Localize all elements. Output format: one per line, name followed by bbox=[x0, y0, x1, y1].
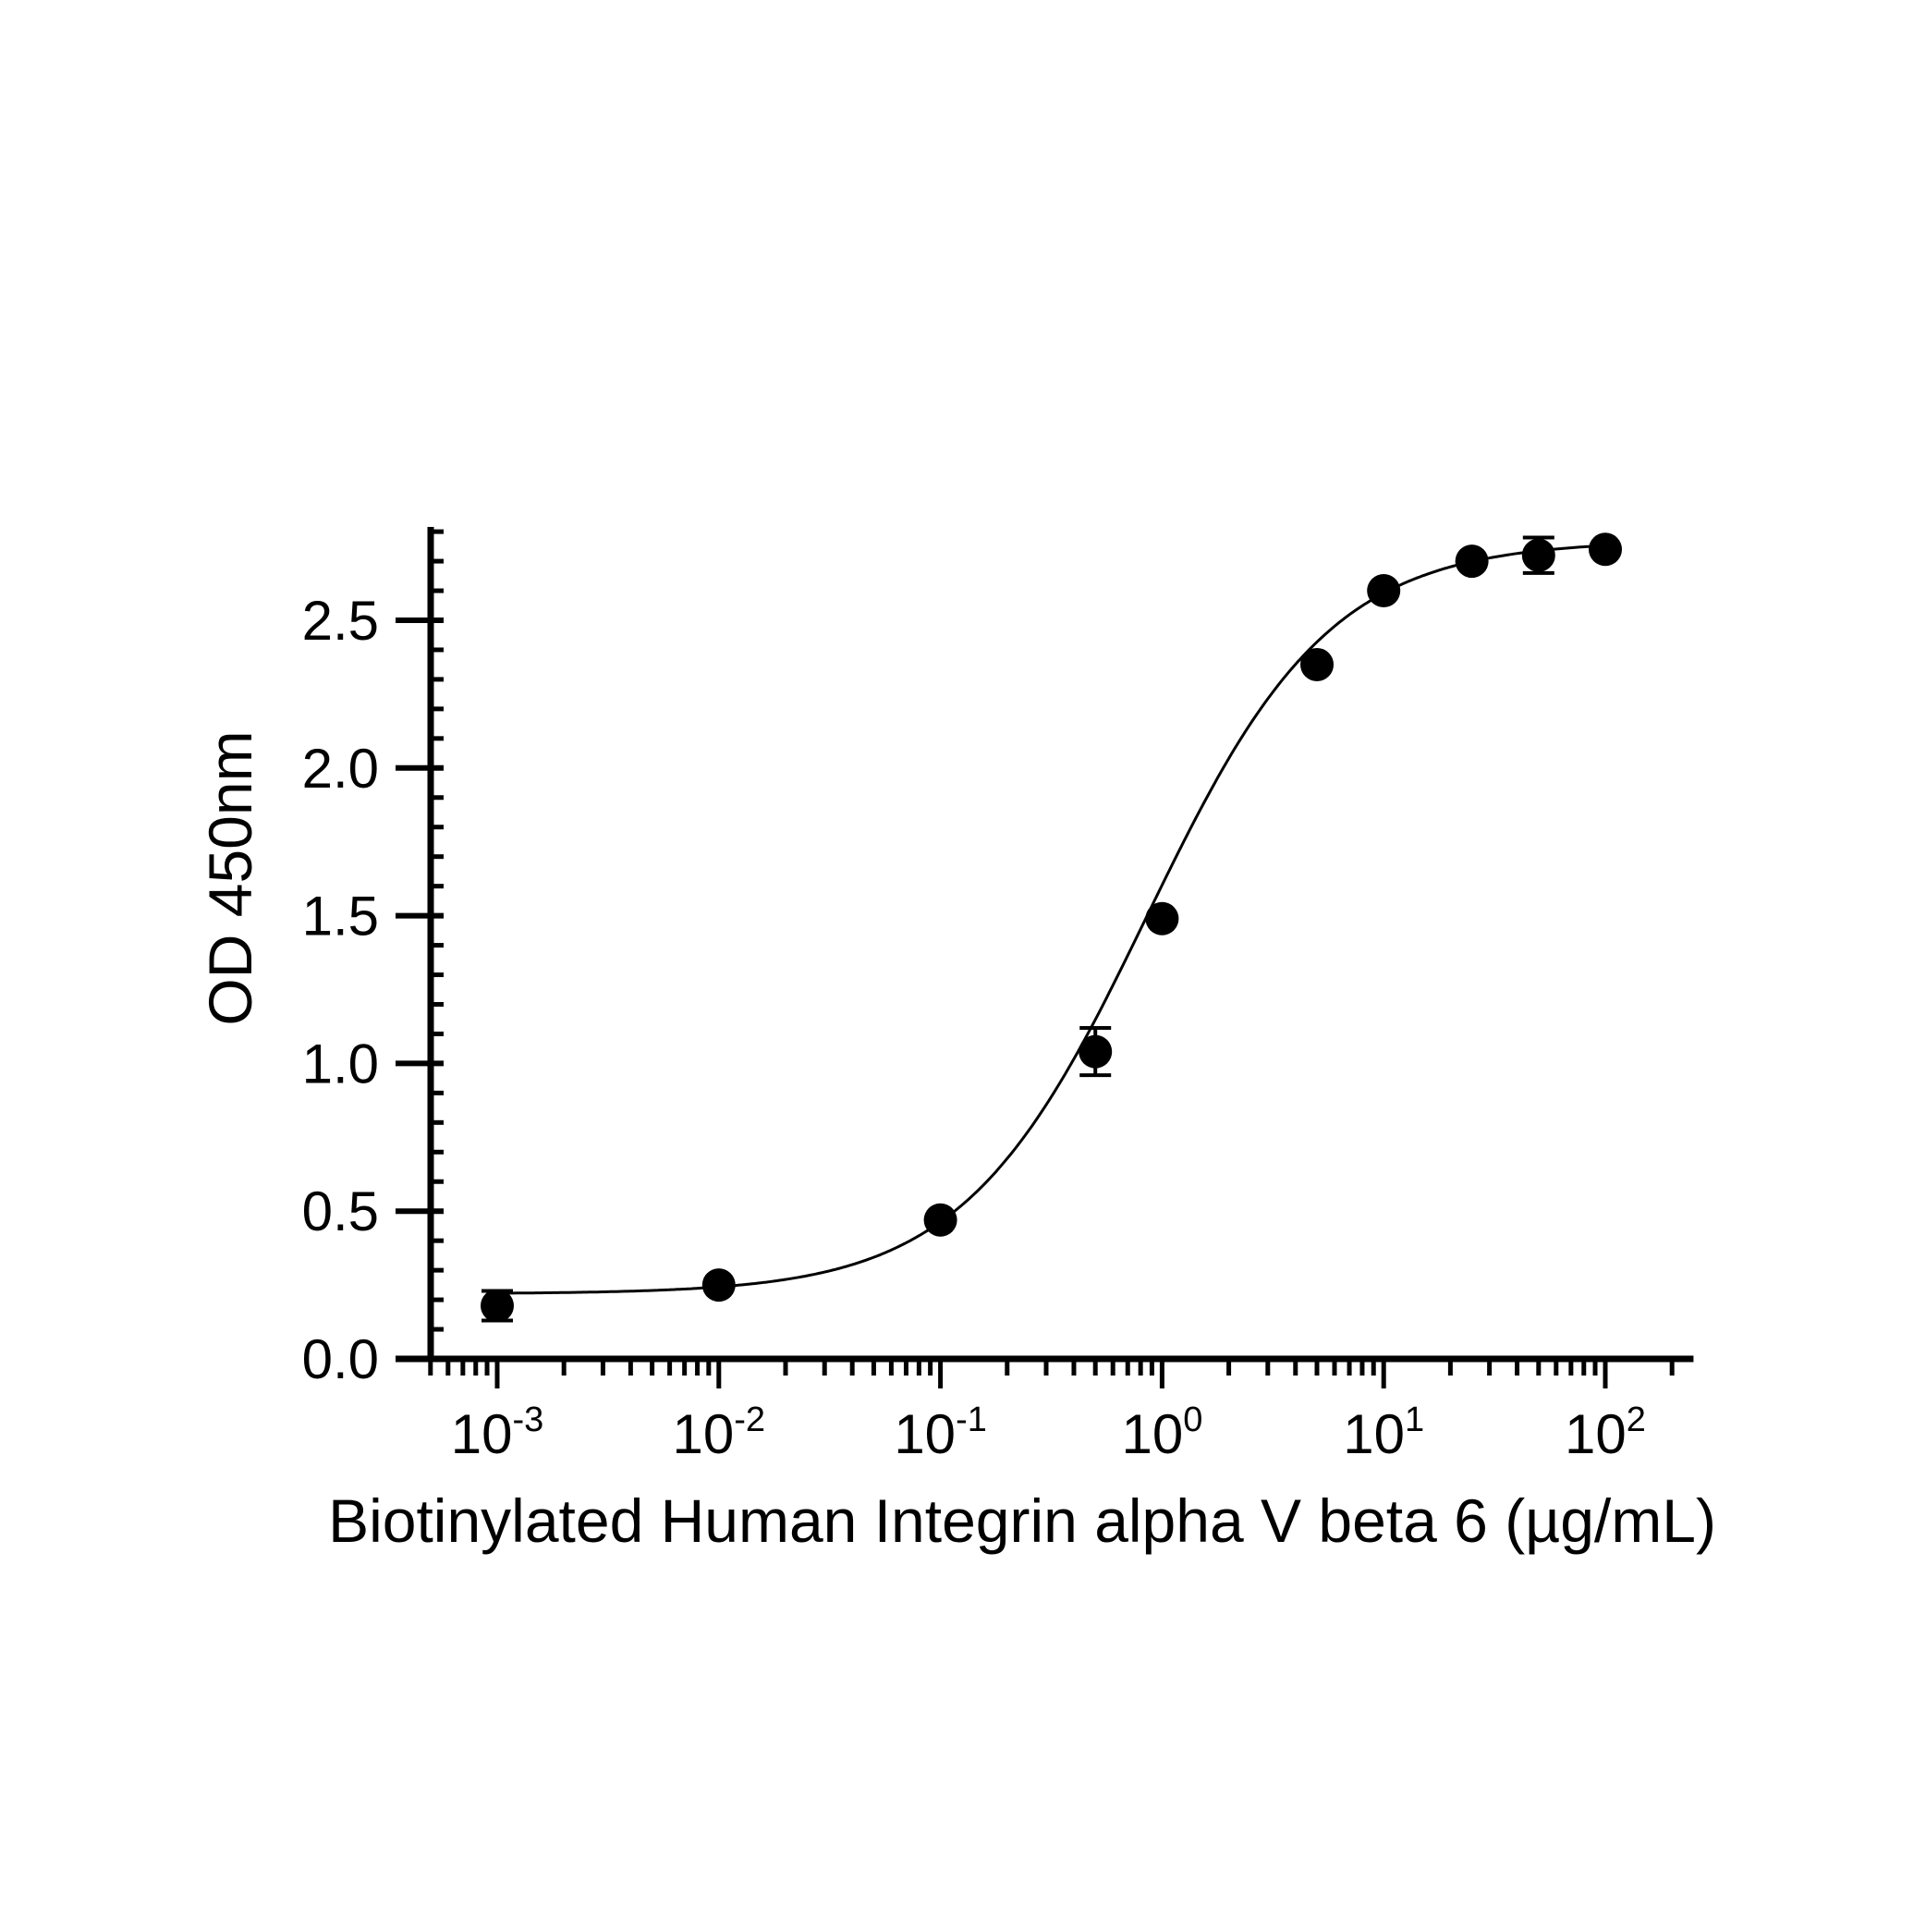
data-point bbox=[1079, 1034, 1113, 1069]
data-point bbox=[1367, 574, 1401, 608]
data-point bbox=[1455, 544, 1489, 579]
data-point bbox=[1145, 901, 1179, 935]
data-point bbox=[923, 1203, 957, 1237]
data-point bbox=[1521, 538, 1555, 572]
x-axis-title: Biotinylated Human Integrin alpha V beta… bbox=[328, 1486, 1716, 1555]
fit-curve-layer bbox=[497, 544, 1606, 1295]
data-points-layer bbox=[481, 532, 1622, 1323]
x-tick-label: 10-3 bbox=[451, 1400, 544, 1465]
x-tick-label: 10-1 bbox=[894, 1400, 987, 1465]
data-point bbox=[1300, 647, 1335, 681]
y-tick-label: 2.0 bbox=[302, 738, 379, 800]
y-tick-label: 1.5 bbox=[302, 886, 379, 948]
y-axis-title: OD 450nm bbox=[196, 730, 264, 1025]
data-point bbox=[701, 1268, 736, 1302]
x-tick-label: 100 bbox=[1121, 1400, 1202, 1465]
axes: 0.0 0.5 1.0 1.5 2.0 2.5 10-3 10-2 10-1 100 101 102 bbox=[302, 527, 1694, 1465]
x-tick-label: 102 bbox=[1565, 1400, 1646, 1465]
x-tick-label: 101 bbox=[1343, 1400, 1424, 1465]
data-point bbox=[481, 1289, 514, 1323]
y-tick-label: 2.5 bbox=[302, 590, 379, 652]
y-tick-label: 1.0 bbox=[302, 1033, 379, 1094]
y-tick-label: 0.0 bbox=[302, 1328, 379, 1390]
y-tick-label: 0.5 bbox=[302, 1180, 379, 1242]
x-tick-label: 10-2 bbox=[673, 1400, 766, 1465]
fit-curve bbox=[497, 544, 1606, 1295]
data-point bbox=[1589, 532, 1622, 567]
